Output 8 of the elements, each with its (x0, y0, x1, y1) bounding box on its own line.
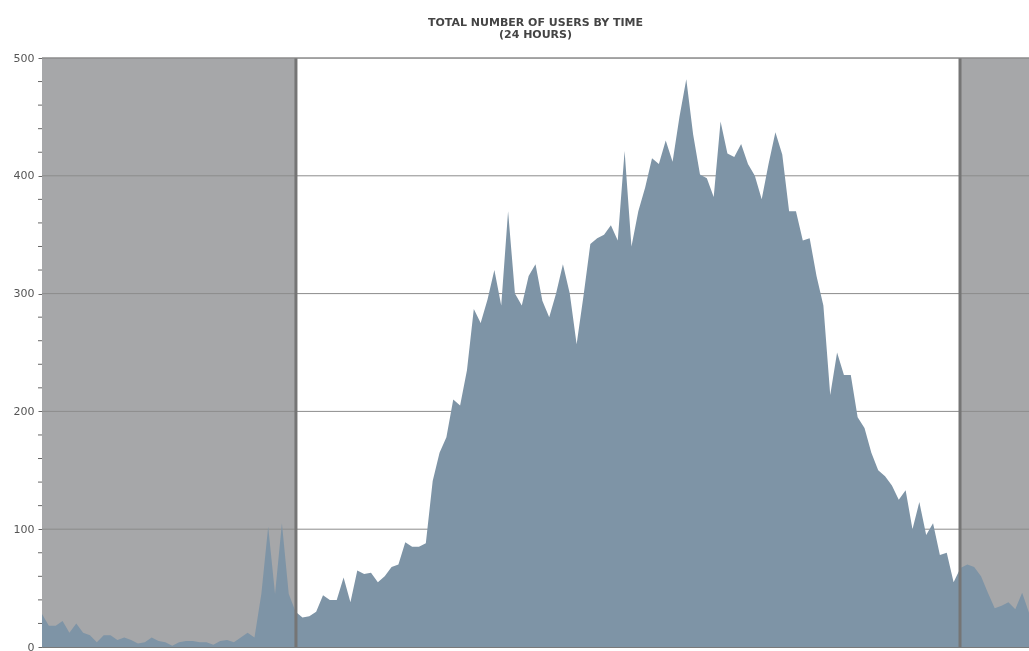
y-tick-label: 400 (13, 169, 35, 183)
y-tick-label: 200 (13, 404, 35, 418)
y-tick-label: 0 (27, 640, 35, 651)
y-tick-label: 300 (13, 287, 35, 301)
chart-title: TOTAL NUMBER OF USERS BY TIME (427, 16, 644, 29)
y-tick-label: 100 (13, 522, 35, 536)
chart-subtitle: (24 HOURS) (498, 28, 573, 41)
y-tick-label: 500 (13, 51, 35, 65)
